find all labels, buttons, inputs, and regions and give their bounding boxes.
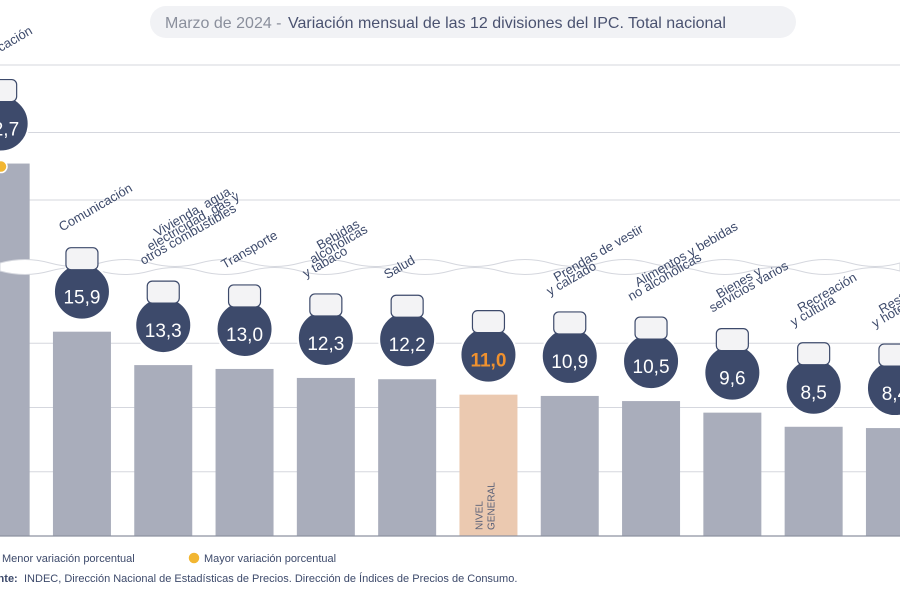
value-label: 9,6 <box>719 369 745 390</box>
axis-break <box>0 259 900 275</box>
category-label: GENERAL <box>486 482 497 530</box>
category-label: NIVEL <box>474 501 485 530</box>
value-label: 11,0 <box>470 351 506 372</box>
value-label: 13,0 <box>226 325 263 346</box>
max-marker <box>0 159 8 174</box>
legend-marker <box>187 551 201 565</box>
icon <box>471 310 506 334</box>
icon <box>553 311 587 335</box>
bar <box>784 426 843 536</box>
category-label: Educación <box>0 23 35 66</box>
bar <box>134 365 193 536</box>
icon <box>65 247 99 271</box>
legend-label: Mayor variación porcentual <box>204 553 336 565</box>
icon <box>715 328 749 352</box>
icon <box>0 78 18 103</box>
source-label: Fuente: <box>0 573 18 585</box>
icon <box>146 280 180 304</box>
icon <box>878 343 900 367</box>
bar <box>296 377 355 536</box>
value-label: 22,7 <box>0 120 19 141</box>
chart-title-date: Marzo de 2024 - <box>165 15 282 32</box>
value-label: 15,9 <box>63 288 100 309</box>
bar <box>215 368 274 536</box>
source: INDEC, Dirección Nacional de Estadística… <box>24 572 517 585</box>
value-label: 10,5 <box>633 357 670 378</box>
icon <box>634 316 668 340</box>
icon <box>309 293 343 317</box>
bar <box>378 379 437 536</box>
bar <box>0 163 30 537</box>
value-label: 12,3 <box>307 334 344 355</box>
value-label: 8,4 <box>882 384 900 405</box>
value-label: 13,3 <box>145 321 182 342</box>
bar <box>703 412 762 536</box>
icon <box>390 294 424 318</box>
icon <box>797 342 831 366</box>
chart-title: Variación mensual de las 12 divisiones d… <box>288 15 726 32</box>
value-label: 12,2 <box>389 335 426 356</box>
value-label: 8,5 <box>800 383 826 404</box>
legend-label: Menor variación porcentual <box>2 553 135 565</box>
value-label: 10,9 <box>551 352 588 373</box>
category-label: Salud <box>381 252 417 282</box>
bar <box>52 331 111 536</box>
bar <box>459 394 518 536</box>
icon <box>227 284 262 308</box>
category-label: Comunicación <box>56 180 135 234</box>
bar <box>622 401 681 536</box>
title-pill <box>150 6 796 38</box>
bar <box>540 395 599 536</box>
bar <box>865 428 900 536</box>
